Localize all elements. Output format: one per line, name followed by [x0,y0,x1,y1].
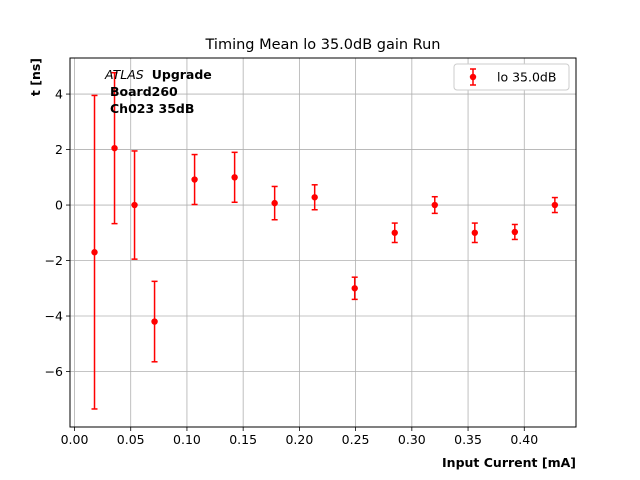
x-tick-label: 0.20 [285,432,313,447]
annotation-line-1: ATLAS Upgrade [104,67,212,82]
legend-box [453,63,570,91]
x-tick-label: 0.10 [173,432,201,447]
plot-frame [69,57,577,428]
x-tick-label: 0.35 [454,432,482,447]
data-point [91,249,98,256]
atlas-annotation: ATLAS Upgrade Board260 Ch023 35dB [104,67,212,116]
y-axis-label: t [ns] [28,58,43,96]
data-marks [91,71,559,410]
x-tick-label: 0.15 [229,432,257,447]
data-point [431,201,438,209]
y-tick-label: −2 [45,253,63,268]
data-point [151,318,158,325]
legend: lo 35.0dB [453,63,570,91]
data-point [191,176,198,183]
data-point [351,285,358,292]
data-point [511,228,519,236]
x-tick-label: 0.30 [398,432,426,447]
annotation-board: Board260 [110,84,178,99]
data-point [271,199,278,207]
data-point [551,201,559,209]
y-tick-label: 0 [55,198,63,213]
data-point [111,144,118,152]
x-tick-label: 0.05 [117,432,145,447]
x-axis-label: Input Current [mA] [442,455,576,470]
data-point [391,229,398,236]
data-point [131,201,138,209]
y-tick-label: 2 [55,142,63,157]
chart-title: Timing Mean lo 35.0dB gain Run [205,37,441,53]
y-tick-label: −6 [45,364,63,379]
annotation-channel: Ch023 35dB [110,101,194,116]
y-tick-label: 4 [55,87,63,102]
x-tick-label: 0.40 [510,432,538,447]
axis-ticks: 0.00 0.05 0.10 0.15 0.20 0.25 0.30 0.35 0.40 −6 −4… [45,87,539,447]
legend-marker [469,73,477,81]
data-point [471,229,478,236]
data-point [231,174,238,181]
x-tick-label: 0.25 [342,432,370,447]
atlas-label: ATLAS [104,67,144,82]
legend-label: lo 35.0dB [497,70,556,85]
upgrade-label: Upgrade [152,67,212,82]
y-tick-label: −4 [45,309,63,324]
x-tick-label: 0.00 [61,432,89,447]
data-point [311,194,318,201]
